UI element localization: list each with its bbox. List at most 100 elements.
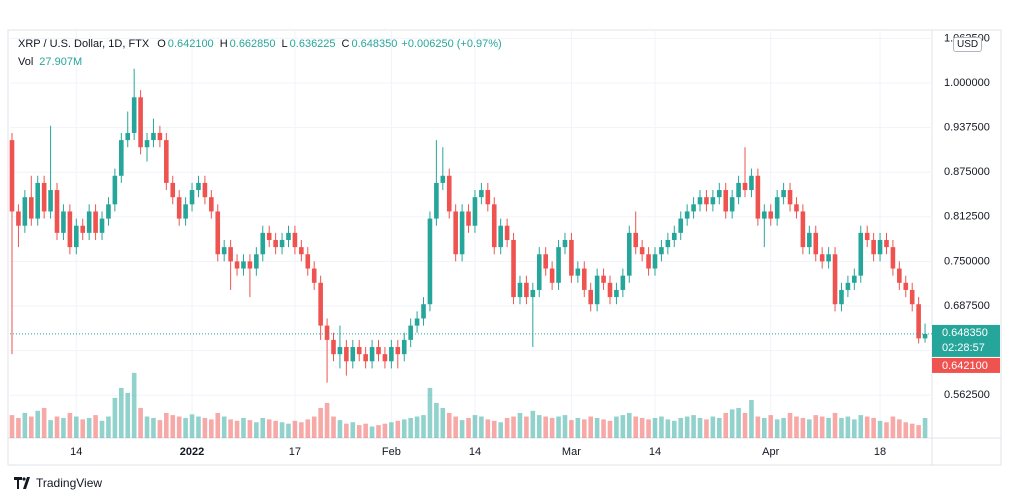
candle-body — [594, 275, 600, 305]
volume-bar — [633, 416, 639, 438]
candle-body — [871, 239, 876, 255]
volume-bars — [9, 372, 928, 438]
chart-frame — [7, 29, 1002, 466]
candle-body — [311, 268, 317, 283]
candle-body — [151, 132, 156, 141]
candle-body — [762, 211, 767, 219]
candle-body — [479, 190, 484, 198]
volume-bar — [569, 420, 574, 438]
candle-body — [864, 232, 870, 240]
candles — [9, 68, 928, 383]
volume-bar — [485, 419, 491, 438]
candle-body — [196, 182, 201, 191]
volume-bar — [305, 419, 311, 438]
candle-body — [22, 197, 28, 226]
volume-bar — [524, 416, 529, 438]
candle-body — [601, 275, 606, 283]
volume-bar — [202, 417, 208, 438]
candle-body — [86, 211, 92, 233]
volume-bar — [164, 412, 169, 438]
candle-body — [665, 239, 671, 248]
ohlc-key: L — [281, 38, 288, 50]
candle-body — [209, 197, 214, 212]
candle-body — [588, 289, 593, 305]
volume-bar — [414, 416, 420, 438]
candle-body — [569, 239, 574, 276]
volume-bar — [16, 417, 21, 438]
volume-bar — [588, 416, 593, 438]
volume-bar — [440, 407, 446, 438]
volume-bar — [723, 412, 729, 438]
volume-bar — [897, 419, 902, 438]
volume-bar — [530, 410, 536, 438]
volume-bar — [131, 372, 137, 438]
candle-body — [504, 225, 510, 240]
volume-bar — [67, 412, 73, 438]
volume-bar — [331, 416, 336, 438]
volume-bar — [922, 418, 928, 438]
brand-name: TradingView — [36, 476, 103, 490]
volume-bar — [221, 416, 227, 438]
ohlc-value: 0.642100 — [167, 38, 214, 50]
candle-body — [813, 232, 819, 255]
candle-body — [138, 97, 143, 148]
candle-body — [781, 190, 786, 198]
candle-body — [318, 282, 323, 326]
volume-bar — [491, 420, 497, 438]
volume-bar — [356, 425, 362, 438]
candle-body — [344, 347, 349, 362]
volume-bar — [684, 416, 690, 438]
candle-body — [279, 239, 285, 248]
volume-bar — [832, 412, 838, 438]
volume-bar — [575, 417, 581, 438]
candle-body — [742, 182, 748, 191]
volume-bar — [903, 422, 909, 438]
x-tick-label: 14 — [469, 446, 481, 458]
candle-body — [768, 211, 774, 219]
candle-body — [131, 97, 137, 133]
candle-body — [691, 204, 696, 212]
candle-body — [884, 239, 889, 248]
candle-body — [170, 182, 176, 198]
candle-body — [922, 333, 928, 339]
currency-button[interactable]: USD — [953, 37, 983, 52]
volume-bar — [151, 417, 156, 438]
volume-bar — [819, 416, 825, 438]
volume-bar — [279, 422, 285, 438]
candle-body — [877, 239, 883, 255]
candle-body — [356, 347, 362, 355]
volume-bar — [691, 415, 696, 438]
candle-body — [35, 182, 41, 219]
candle-body — [909, 289, 915, 305]
candle-body — [350, 347, 356, 362]
volume-bar — [350, 422, 356, 438]
brand[interactable]: TradingView — [14, 476, 102, 490]
candle-body — [408, 325, 413, 340]
candle-body — [549, 268, 555, 283]
volume-bar — [845, 416, 851, 438]
candle-body — [260, 232, 266, 255]
candle-body — [472, 197, 478, 226]
x-tick-label: 2022 — [180, 446, 204, 458]
candle-body — [639, 247, 645, 255]
volume-bar — [408, 417, 413, 438]
candle-body — [697, 197, 703, 205]
volume-bar — [427, 387, 433, 438]
brand-logo — [14, 477, 30, 489]
candle-body — [575, 268, 581, 276]
volume-bar — [498, 422, 503, 438]
candle-body — [266, 232, 272, 240]
volume-bar — [601, 419, 606, 438]
volume-bar — [170, 415, 176, 438]
volume-bar — [646, 419, 651, 438]
volume-bar — [41, 407, 47, 438]
volume-bar — [839, 417, 844, 438]
candle-body — [446, 175, 452, 212]
candle-body — [189, 190, 195, 205]
candle-body — [749, 175, 754, 191]
volume-bar — [877, 420, 883, 438]
volume-bar — [22, 412, 28, 438]
candle-body — [717, 190, 722, 198]
